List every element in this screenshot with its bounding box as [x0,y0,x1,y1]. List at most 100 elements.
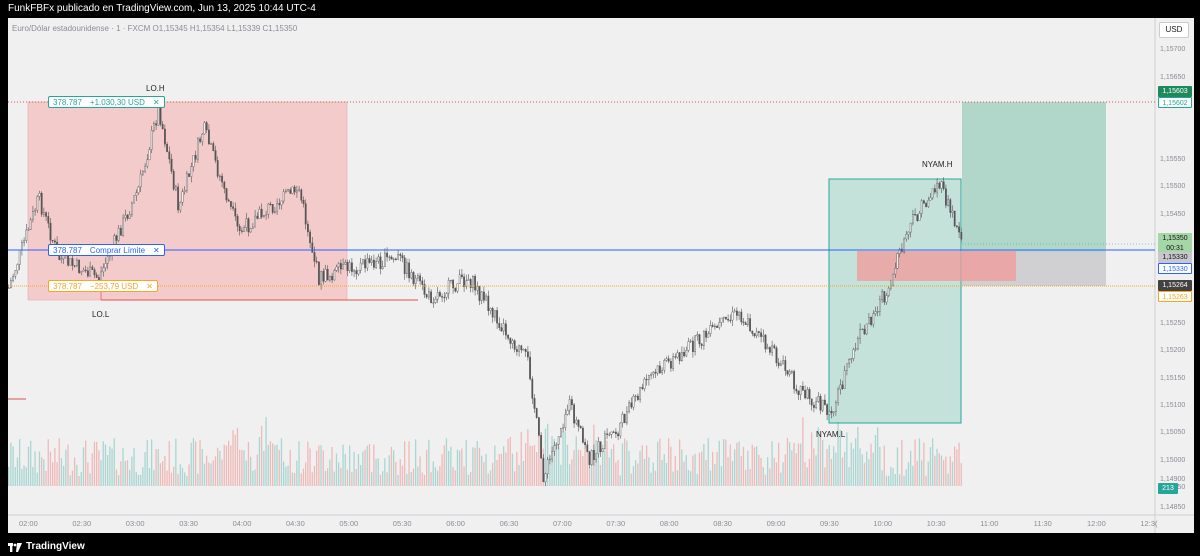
stop-price-label-2[interactable]: 1,15263 [1158,291,1192,302]
candle-body [170,158,173,172]
volume-bar [751,444,753,486]
volume-bar [925,475,927,486]
candle-body [27,229,30,231]
stop-loss-tag[interactable]: 378.787 −253,79 USD ✕ [48,280,158,292]
volume-bar [186,475,188,486]
volume-bar [522,460,525,486]
stop-loss-close-icon[interactable]: ✕ [146,282,153,291]
volume-bar [201,449,203,486]
candle-body [461,274,463,277]
volume-bar [93,441,96,486]
candle-body [75,259,78,267]
take-profit-close-icon[interactable]: ✕ [152,98,160,107]
london-session-box[interactable] [27,101,348,301]
volume-bar [503,446,505,486]
time-tick-label: 11:00 [980,519,998,528]
volume-bar [461,448,463,486]
candle-body [652,371,655,375]
tradingview-logo[interactable]: TradingView [8,538,85,556]
volume-bar [866,451,868,486]
target-price-label[interactable]: 1,15603 [1158,86,1192,97]
volume-bar [863,462,866,486]
supply-zone-box[interactable] [857,251,1016,281]
nyam-low-label[interactable]: NYAM.L [816,430,846,439]
candle-body [243,227,245,232]
time-tick-label: 02:00 [19,519,38,528]
limit-order-close-icon[interactable]: ✕ [153,246,160,255]
volume-bar [698,452,701,486]
candle-body [258,208,261,219]
volume-bar [133,447,135,486]
price-tick-label: 1,14900 [1160,476,1185,483]
volume-bar [23,465,25,486]
limit-price-label[interactable]: 1,15330 [1158,252,1192,263]
take-profit-tag[interactable]: 378.787 +1.030,30 USD ✕ [48,96,165,108]
price-axis[interactable]: 1,157001,156501,155501,155001,154501,154… [1160,46,1185,511]
limit-order-tag[interactable]: 378.787 Comprar Límite ✕ [48,244,165,256]
candle-body [705,330,708,338]
volume-bar [118,475,120,486]
time-axis[interactable]: 02:00 02:30 03:00 03:30 04:00 04:30 05:00 05:30… [19,519,1158,528]
volume-bar [148,468,151,486]
candle-body [43,212,45,215]
candle-body [560,428,562,437]
volume-bar [569,464,571,486]
price-tick-label: 1,15200 [1160,347,1185,354]
price-tick-label: 1,15050 [1160,429,1185,436]
volume-bar [797,443,800,486]
volume-bar [665,462,668,486]
candle-body [199,138,201,142]
candle-body [69,258,72,266]
currency-button[interactable]: USD [1159,22,1189,38]
candle-body [106,256,109,264]
volume-bar [384,458,386,486]
candle-body [485,295,487,301]
time-tick-label: 12:00 [1087,519,1106,528]
current-price-label[interactable]: 1,15350 [1158,233,1192,244]
candle-body [491,308,494,318]
position-target-zone[interactable] [962,102,1106,252]
stop-price-label[interactable]: 1,15264 [1158,280,1192,291]
candle-body [78,259,81,274]
volume-bar [76,464,78,486]
volume-bar [855,438,857,486]
volume-bar [474,447,476,486]
candle-body [318,261,320,285]
price-chart[interactable]: 02:00 02:30 03:00 03:30 04:00 04:30 05:00 05:30… [8,18,1194,533]
candle-body [639,387,642,400]
lo-high-label[interactable]: LO.H [146,84,165,93]
volume-bar [940,455,943,486]
volume-bar [377,458,379,486]
volume-bar [800,443,802,486]
volume-bar [723,439,725,486]
volume-bar [241,449,243,486]
volume-bar [630,473,632,486]
nyam-high-label[interactable]: NYAM.H [922,160,953,169]
volume-bar [364,449,366,486]
volume-bar [478,447,481,486]
volume-bar [115,469,118,486]
volume-bar [945,456,947,486]
volume-bar [214,456,217,486]
candle-body [155,123,157,126]
volume-bar [914,439,916,486]
volume-bar [217,447,219,486]
candle-body [216,160,219,177]
volume-bar [228,440,230,486]
candle-body [333,270,336,281]
target-price-label-2[interactable]: 1,15602 [1158,97,1192,108]
symbol-name[interactable]: Euro/Dólar estadounidense · 1 · FXCM [12,24,151,33]
limit-price-label-2[interactable]: 1,15330 [1158,263,1192,274]
candle-body [531,378,534,399]
time-tick-label: 07:30 [606,519,625,528]
candlesticks[interactable] [8,102,963,487]
lo-low-label[interactable]: LO.L [92,310,110,319]
candle-body [119,228,122,236]
candle-body [322,271,325,282]
candle-body [896,253,899,269]
candle-body [665,358,668,361]
ny-session-box[interactable] [828,178,962,424]
volume-bar [786,438,789,486]
chart-canvas[interactable]: 02:00 02:30 03:00 03:30 04:00 04:30 05:00 05:30… [8,18,1194,533]
volume-bar [687,469,690,486]
